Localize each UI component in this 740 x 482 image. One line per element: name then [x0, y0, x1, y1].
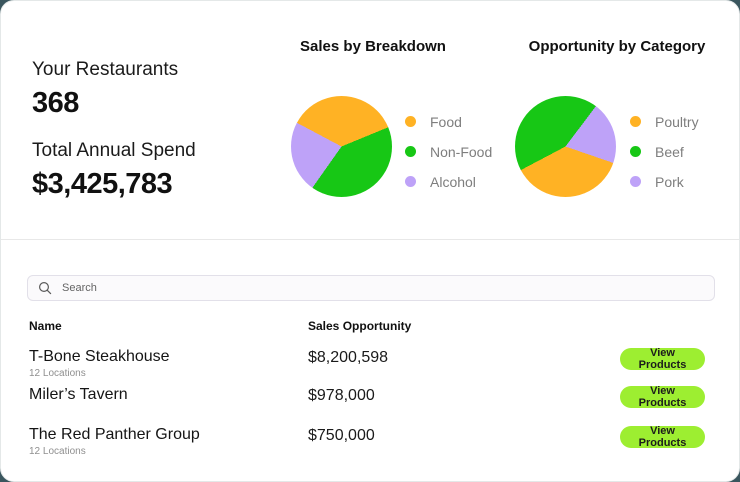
sales-opportunity-value: $8,200,598 [308, 349, 389, 366]
beef-color-dot [630, 146, 641, 157]
legend-label: Pork [655, 173, 684, 190]
table-row: Miler’s Tavern $978,000 View Products [29, 383, 705, 421]
sales-breakdown-title: Sales by Breakdown [300, 38, 446, 55]
legend-item-pork: Pork [630, 173, 699, 190]
sales-opportunity-value: $750,000 [308, 427, 375, 444]
restaurant-name: Miler’s Tavern [29, 386, 128, 403]
legend-item-alcohol: Alcohol [405, 173, 492, 190]
column-header-sales-opportunity: Sales Opportunity [308, 319, 412, 333]
legend-label: Beef [655, 143, 684, 160]
non-food-color-dot [405, 146, 416, 157]
legend-label: Food [430, 113, 462, 130]
annual-spend-label: Total Annual Spend [32, 140, 196, 161]
restaurant-name: T-Bone Steakhouse [29, 348, 170, 365]
restaurants-label: Your Restaurants [32, 59, 179, 80]
view-products-button[interactable]: View Products [620, 347, 705, 371]
legend-label: Poultry [655, 113, 699, 130]
restaurant-locations: 12 Locations [29, 368, 86, 379]
opportunity-category-pie-chart [515, 96, 616, 197]
legend-label: Non-Food [430, 143, 493, 160]
sales-breakdown-legend: Food Non-Food Alcohol [405, 113, 492, 203]
column-header-name: Name [29, 319, 62, 333]
sales-opportunity-value: $978,000 [308, 387, 375, 404]
search-input[interactable] [60, 281, 704, 295]
legend-item-beef: Beef [630, 143, 699, 160]
opportunity-category-title: Opportunity by Category [528, 38, 706, 55]
restaurant-name: The Red Panther Group [29, 426, 200, 443]
annual-spend-value: $3,425,783 [32, 168, 173, 200]
legend-item-food: Food [405, 113, 492, 130]
search-bar[interactable] [27, 275, 715, 301]
legend-item-non-food: Non-Food [405, 143, 492, 160]
legend-item-poultry: Poultry [630, 113, 699, 130]
restaurant-locations: 12 Locations [29, 446, 86, 457]
poultry-color-dot [630, 116, 641, 127]
section-divider [1, 239, 739, 240]
view-products-button[interactable]: View Products [620, 425, 705, 449]
table-row: The Red Panther Group 12 Locations $750,… [29, 423, 705, 461]
restaurants-count: 368 [32, 87, 79, 119]
search-icon [38, 281, 52, 295]
alcohol-color-dot [405, 176, 416, 187]
opportunity-category-legend: Poultry Beef Pork [630, 113, 699, 203]
food-color-dot [405, 116, 416, 127]
view-products-button[interactable]: View Products [620, 385, 705, 409]
pork-color-dot [630, 176, 641, 187]
sales-breakdown-pie-chart [291, 96, 392, 197]
table-row: T-Bone Steakhouse 12 Locations $8,200,59… [29, 345, 705, 383]
legend-label: Alcohol [430, 173, 476, 190]
